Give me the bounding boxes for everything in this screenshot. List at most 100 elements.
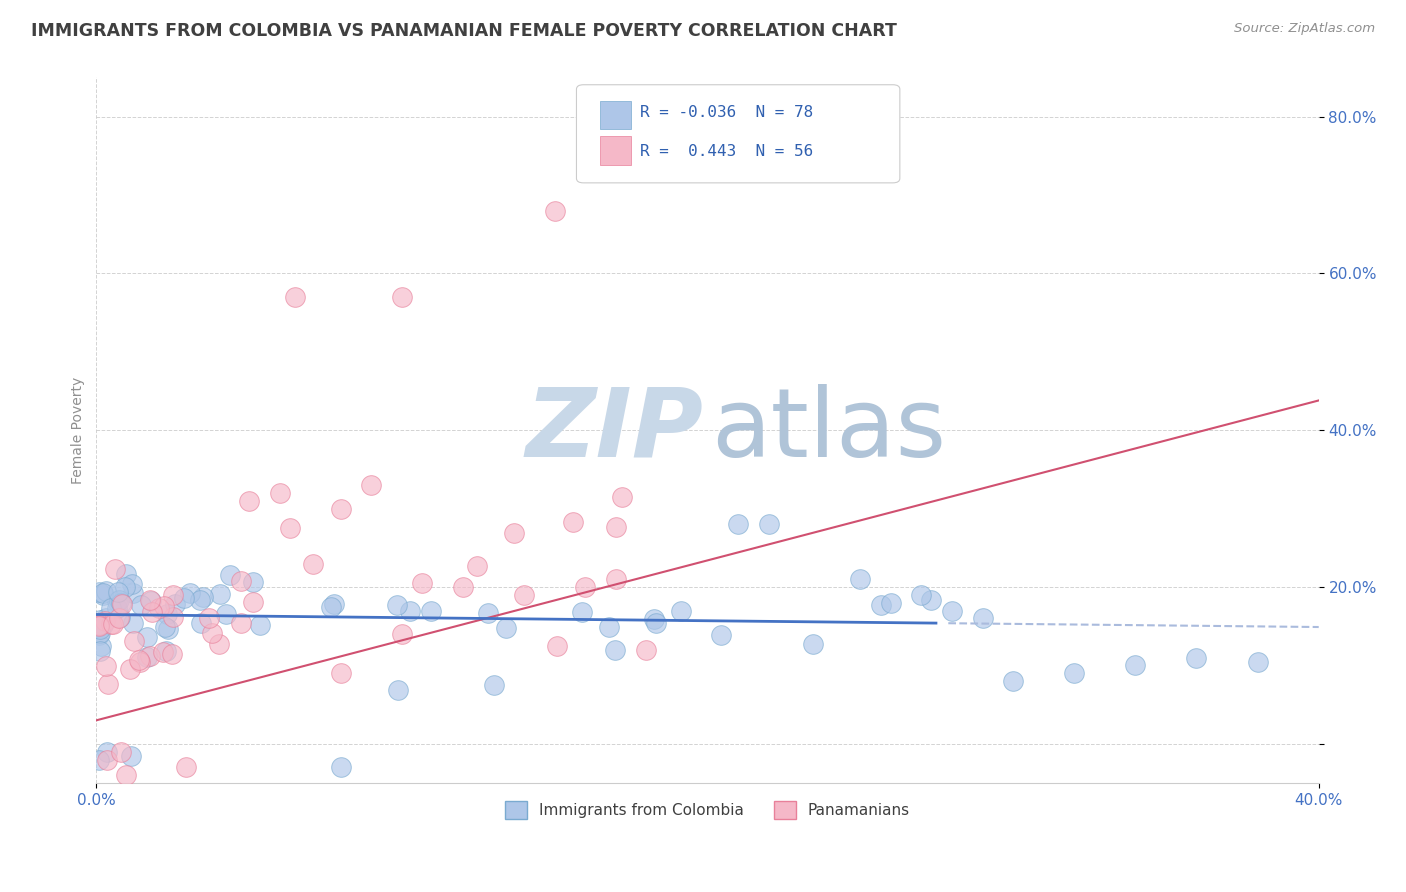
- Immigrants from Colombia: [972, 611, 994, 625]
- Panamanians: [546, 639, 568, 653]
- Immigrants from Colombia: [96, 745, 118, 759]
- Panamanians: [153, 599, 176, 614]
- Immigrants from Colombia: [122, 586, 145, 600]
- Panamanians: [174, 760, 197, 774]
- Immigrants from Colombia: [193, 590, 215, 604]
- Panamanians: [513, 588, 536, 602]
- Panamanians: [162, 589, 184, 603]
- Panamanians: [198, 611, 221, 625]
- Panamanians: [139, 649, 162, 664]
- Panamanians: [269, 486, 291, 500]
- Immigrants from Colombia: [598, 620, 620, 634]
- Immigrants from Colombia: [1002, 674, 1025, 689]
- Immigrants from Colombia: [89, 644, 111, 658]
- Immigrants from Colombia: [387, 682, 409, 697]
- Immigrants from Colombia: [121, 576, 143, 591]
- Panamanians: [574, 580, 596, 594]
- Immigrants from Colombia: [155, 643, 177, 657]
- Immigrants from Colombia: [91, 586, 114, 600]
- Immigrants from Colombia: [89, 752, 111, 766]
- Immigrants from Colombia: [105, 593, 128, 607]
- Immigrants from Colombia: [89, 628, 111, 642]
- Panamanians: [411, 576, 433, 591]
- Panamanians: [122, 633, 145, 648]
- Panamanians: [128, 653, 150, 667]
- Panamanians: [118, 663, 141, 677]
- Immigrants from Colombia: [135, 650, 157, 665]
- Immigrants from Colombia: [163, 598, 186, 612]
- Immigrants from Colombia: [136, 630, 159, 644]
- Immigrants from Colombia: [710, 628, 733, 642]
- Panamanians: [110, 745, 132, 759]
- Text: R =  0.443  N = 56: R = 0.443 N = 56: [640, 145, 813, 159]
- Panamanians: [100, 616, 122, 631]
- Panamanians: [561, 515, 583, 529]
- Text: Source: ZipAtlas.com: Source: ZipAtlas.com: [1234, 22, 1375, 36]
- Immigrants from Colombia: [153, 620, 176, 634]
- Text: R = -0.036  N = 78: R = -0.036 N = 78: [640, 105, 813, 120]
- Immigrants from Colombia: [644, 616, 666, 631]
- Panamanians: [544, 203, 567, 218]
- Immigrants from Colombia: [122, 616, 145, 631]
- Panamanians: [141, 605, 163, 619]
- Panamanians: [329, 666, 352, 681]
- Immigrants from Colombia: [399, 604, 422, 618]
- Panamanians: [391, 290, 413, 304]
- Immigrants from Colombia: [100, 600, 122, 615]
- Immigrants from Colombia: [89, 613, 111, 627]
- Immigrants from Colombia: [108, 609, 131, 624]
- Panamanians: [89, 619, 111, 633]
- Immigrants from Colombia: [727, 517, 749, 532]
- Immigrants from Colombia: [603, 643, 626, 657]
- Immigrants from Colombia: [115, 567, 138, 582]
- Panamanians: [231, 574, 253, 588]
- Panamanians: [152, 645, 174, 659]
- Immigrants from Colombia: [219, 567, 242, 582]
- Immigrants from Colombia: [108, 593, 131, 607]
- Panamanians: [96, 752, 118, 766]
- Immigrants from Colombia: [120, 748, 142, 763]
- Text: IMMIGRANTS FROM COLOMBIA VS PANAMANIAN FEMALE POVERTY CORRELATION CHART: IMMIGRANTS FROM COLOMBIA VS PANAMANIAN F…: [31, 22, 897, 40]
- Immigrants from Colombia: [249, 617, 271, 632]
- Immigrants from Colombia: [91, 588, 114, 602]
- Immigrants from Colombia: [319, 600, 342, 615]
- Immigrants from Colombia: [208, 587, 231, 601]
- Immigrants from Colombia: [758, 517, 780, 532]
- Immigrants from Colombia: [571, 606, 593, 620]
- Panamanians: [301, 558, 323, 572]
- Immigrants from Colombia: [941, 603, 963, 617]
- Immigrants from Colombia: [910, 588, 932, 602]
- Panamanians: [451, 580, 474, 594]
- Panamanians: [502, 526, 524, 541]
- Y-axis label: Female Poverty: Female Poverty: [72, 376, 86, 483]
- Immigrants from Colombia: [419, 604, 441, 618]
- Immigrants from Colombia: [849, 572, 872, 586]
- Panamanians: [129, 655, 152, 669]
- Immigrants from Colombia: [669, 604, 692, 618]
- Immigrants from Colombia: [920, 593, 942, 607]
- Immigrants from Colombia: [89, 622, 111, 636]
- Panamanians: [242, 595, 264, 609]
- Immigrants from Colombia: [129, 599, 152, 613]
- Immigrants from Colombia: [96, 610, 118, 624]
- Immigrants from Colombia: [477, 606, 499, 620]
- Immigrants from Colombia: [329, 760, 352, 774]
- Immigrants from Colombia: [803, 637, 825, 651]
- Panamanians: [111, 597, 134, 611]
- Panamanians: [605, 572, 627, 586]
- Panamanians: [391, 627, 413, 641]
- Immigrants from Colombia: [214, 607, 236, 621]
- Panamanians: [329, 501, 352, 516]
- Immigrants from Colombia: [110, 596, 132, 610]
- Panamanians: [284, 290, 307, 304]
- Immigrants from Colombia: [89, 585, 111, 599]
- Immigrants from Colombia: [1125, 658, 1147, 673]
- Immigrants from Colombia: [156, 607, 179, 622]
- Immigrants from Colombia: [90, 639, 112, 653]
- Immigrants from Colombia: [114, 580, 136, 594]
- Panamanians: [208, 637, 231, 651]
- Panamanians: [107, 611, 129, 625]
- Panamanians: [278, 520, 301, 534]
- Panamanians: [89, 617, 111, 632]
- Panamanians: [605, 520, 627, 534]
